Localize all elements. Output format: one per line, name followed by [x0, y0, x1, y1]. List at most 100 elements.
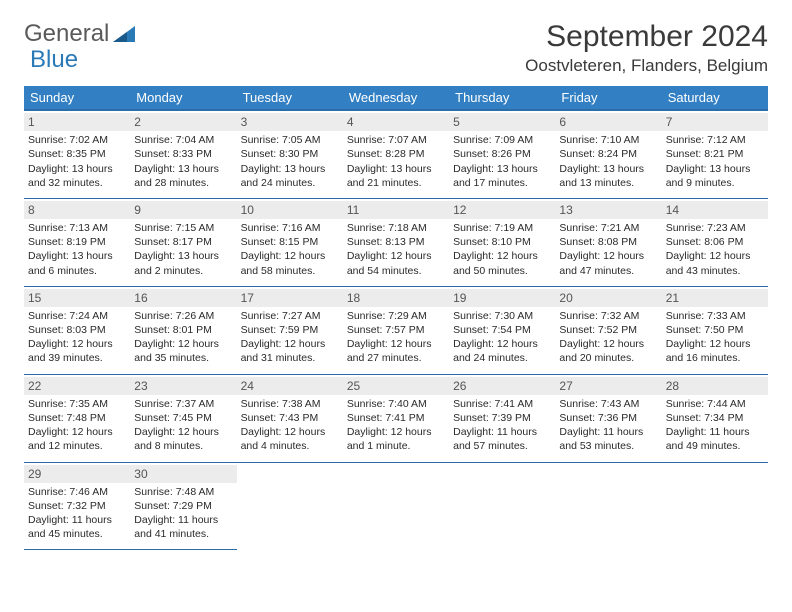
sunset-line: Sunset: 7:36 PM [559, 411, 657, 425]
day-info: Sunrise: 7:44 AMSunset: 7:34 PMDaylight:… [666, 397, 764, 454]
calendar-cell: 17Sunrise: 7:27 AMSunset: 7:59 PMDayligh… [237, 286, 343, 374]
day-info: Sunrise: 7:27 AMSunset: 7:59 PMDaylight:… [241, 309, 339, 366]
day-number: 27 [555, 377, 661, 395]
day-number: 21 [662, 289, 768, 307]
calendar-cell: 6Sunrise: 7:10 AMSunset: 8:24 PMDaylight… [555, 110, 661, 198]
calendar-row: 8Sunrise: 7:13 AMSunset: 8:19 PMDaylight… [24, 198, 768, 286]
sunrise-line: Sunrise: 7:38 AM [241, 397, 339, 411]
day-number: 7 [662, 113, 768, 131]
calendar-cell: 15Sunrise: 7:24 AMSunset: 8:03 PMDayligh… [24, 286, 130, 374]
day-number: 12 [449, 201, 555, 219]
day-info: Sunrise: 7:29 AMSunset: 7:57 PMDaylight:… [347, 309, 445, 366]
day-info: Sunrise: 7:18 AMSunset: 8:13 PMDaylight:… [347, 221, 445, 278]
sunset-line: Sunset: 8:30 PM [241, 147, 339, 161]
day-number: 25 [343, 377, 449, 395]
daylight-line: Daylight: 11 hours and 53 minutes. [559, 425, 657, 453]
day-number: 14 [662, 201, 768, 219]
daylight-line: Daylight: 12 hours and 35 minutes. [134, 337, 232, 365]
day-info: Sunrise: 7:35 AMSunset: 7:48 PMDaylight:… [28, 397, 126, 454]
calendar-cell [662, 462, 768, 550]
calendar-cell: 16Sunrise: 7:26 AMSunset: 8:01 PMDayligh… [130, 286, 236, 374]
daylight-line: Daylight: 12 hours and 39 minutes. [28, 337, 126, 365]
logo-triangle-icon [113, 26, 135, 42]
sunset-line: Sunset: 7:50 PM [666, 323, 764, 337]
day-number: 2 [130, 113, 236, 131]
sunrise-line: Sunrise: 7:05 AM [241, 133, 339, 147]
calendar-cell: 13Sunrise: 7:21 AMSunset: 8:08 PMDayligh… [555, 198, 661, 286]
calendar-cell: 10Sunrise: 7:16 AMSunset: 8:15 PMDayligh… [237, 198, 343, 286]
calendar-cell [449, 462, 555, 550]
sunset-line: Sunset: 7:32 PM [28, 499, 126, 513]
day-info: Sunrise: 7:15 AMSunset: 8:17 PMDaylight:… [134, 221, 232, 278]
sunrise-line: Sunrise: 7:12 AM [666, 133, 764, 147]
sunset-line: Sunset: 8:21 PM [666, 147, 764, 161]
sunrise-line: Sunrise: 7:16 AM [241, 221, 339, 235]
sunset-line: Sunset: 8:24 PM [559, 147, 657, 161]
sunrise-line: Sunrise: 7:46 AM [28, 485, 126, 499]
weekday-header: Thursday [449, 86, 555, 110]
calendar-row: 22 Sunrise: 7:35 AMSunset: 7:48 PMDayligh… [24, 374, 768, 462]
day-info: Sunrise: 7:19 AMSunset: 8:10 PMDaylight:… [453, 221, 551, 278]
sunset-line: Sunset: 7:52 PM [559, 323, 657, 337]
calendar-cell: 1Sunrise: 7:02 AMSunset: 8:35 PMDaylight… [24, 110, 130, 198]
day-info: Sunrise: 7:38 AMSunset: 7:43 PMDaylight:… [241, 397, 339, 454]
day-number: 24 [237, 377, 343, 395]
day-number: 5 [449, 113, 555, 131]
day-number: 20 [555, 289, 661, 307]
day-info: Sunrise: 7:26 AMSunset: 8:01 PMDaylight:… [134, 309, 232, 366]
weekday-header: Friday [555, 86, 661, 110]
sunset-line: Sunset: 7:54 PM [453, 323, 551, 337]
day-number: 6 [555, 113, 661, 131]
month-title: September 2024 [525, 20, 768, 54]
day-number: 22 [24, 377, 130, 395]
calendar-cell [343, 462, 449, 550]
sunrise-line: Sunrise: 7:09 AM [453, 133, 551, 147]
sunrise-line: Sunrise: 7:44 AM [666, 397, 764, 411]
sunrise-line: Sunrise: 7:37 AM [134, 397, 232, 411]
daylight-line: Daylight: 13 hours and 21 minutes. [347, 162, 445, 190]
day-info: Sunrise: 7:40 AMSunset: 7:41 PMDaylight:… [347, 397, 445, 454]
sunrise-line: Sunrise: 7:43 AM [559, 397, 657, 411]
sunrise-line: Sunrise: 7:26 AM [134, 309, 232, 323]
daylight-line: Daylight: 13 hours and 6 minutes. [28, 249, 126, 277]
day-number: 4 [343, 113, 449, 131]
daylight-line: Daylight: 13 hours and 32 minutes. [28, 162, 126, 190]
daylight-line: Daylight: 12 hours and 27 minutes. [347, 337, 445, 365]
sunset-line: Sunset: 7:45 PM [134, 411, 232, 425]
calendar-row: 29Sunrise: 7:46 AMSunset: 7:32 PMDayligh… [24, 462, 768, 550]
sunset-line: Sunset: 7:29 PM [134, 499, 232, 513]
sunset-line: Sunset: 8:19 PM [28, 235, 126, 249]
sunset-line: Sunset: 8:01 PM [134, 323, 232, 337]
sunset-line: Sunset: 8:28 PM [347, 147, 445, 161]
day-info: Sunrise: 7:23 AMSunset: 8:06 PMDaylight:… [666, 221, 764, 278]
day-info: Sunrise: 7:05 AMSunset: 8:30 PMDaylight:… [241, 133, 339, 190]
daylight-line: Daylight: 12 hours and 43 minutes. [666, 249, 764, 277]
sunrise-line: Sunrise: 7:41 AM [453, 397, 551, 411]
calendar-cell: 4 Sunrise: 7:07 AMSunset: 8:28 PMDaylight… [343, 110, 449, 198]
sunrise-line: Sunrise: 7:33 AM [666, 309, 764, 323]
sunset-line: Sunset: 8:17 PM [134, 235, 232, 249]
day-info: Sunrise: 7:41 AMSunset: 7:39 PMDaylight:… [453, 397, 551, 454]
logo-text-general: General [24, 20, 109, 48]
sunset-line: Sunset: 8:13 PM [347, 235, 445, 249]
day-info: Sunrise: 7:07 AMSunset: 8:28 PMDaylight:… [347, 133, 445, 190]
location: Oostvleteren, Flanders, Belgium [525, 56, 768, 76]
day-number: 19 [449, 289, 555, 307]
daylight-line: Daylight: 13 hours and 9 minutes. [666, 162, 764, 190]
sunrise-line: Sunrise: 7:24 AM [28, 309, 126, 323]
sunrise-line: Sunrise: 7:13 AM [28, 221, 126, 235]
day-info: Sunrise: 7:32 AMSunset: 7:52 PMDaylight:… [559, 309, 657, 366]
sunset-line: Sunset: 8:06 PM [666, 235, 764, 249]
calendar-table: SundayMondayTuesdayWednesdayThursdayFrid… [24, 86, 768, 550]
calendar-cell [237, 462, 343, 550]
sunrise-line: Sunrise: 7:02 AM [28, 133, 126, 147]
daylight-line: Daylight: 11 hours and 45 minutes. [28, 513, 126, 541]
calendar-cell: 11Sunrise: 7:18 AMSunset: 8:13 PMDayligh… [343, 198, 449, 286]
calendar-cell: 27 Sunrise: 7:43 AMSunset: 7:36 PMDayligh… [555, 374, 661, 462]
daylight-line: Daylight: 12 hours and 54 minutes. [347, 249, 445, 277]
title-block: September 2024 Oostvleteren, Flanders, B… [525, 20, 768, 76]
day-info: Sunrise: 7:12 AMSunset: 8:21 PMDaylight:… [666, 133, 764, 190]
calendar-cell: 5Sunrise: 7:09 AMSunset: 8:26 PMDaylight… [449, 110, 555, 198]
day-number: 23 [130, 377, 236, 395]
daylight-line: Daylight: 12 hours and 1 minute. [347, 425, 445, 453]
